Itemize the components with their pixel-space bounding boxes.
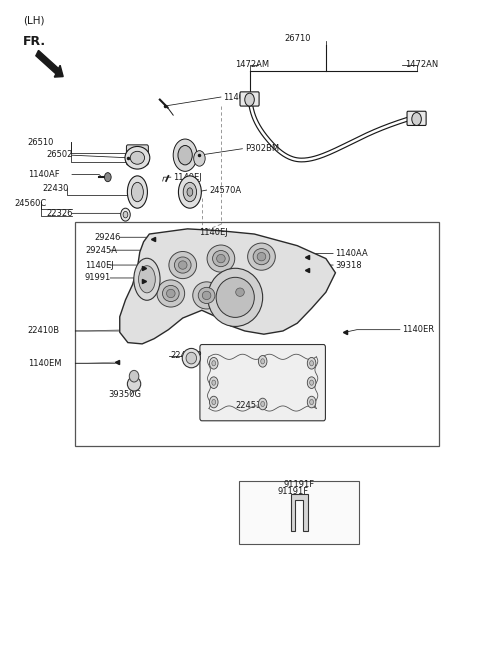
Ellipse shape [232,284,248,300]
Ellipse shape [198,288,215,304]
Ellipse shape [183,182,197,202]
Text: 1140EJ: 1140EJ [85,260,114,269]
Text: 24570A: 24570A [209,186,241,195]
Ellipse shape [167,289,175,298]
Circle shape [310,380,313,386]
Bar [75,223,440,446]
Text: P302BM: P302BM [245,144,279,153]
Ellipse shape [157,280,185,307]
Text: 91191F: 91191F [284,480,315,489]
Circle shape [178,145,192,165]
Text: 22441P: 22441P [171,351,202,360]
Ellipse shape [127,176,147,208]
Ellipse shape [130,151,144,164]
Polygon shape [120,229,336,344]
Circle shape [209,358,218,369]
Text: 1140EM: 1140EM [28,359,61,368]
Text: 1140EJ: 1140EJ [199,228,228,238]
Text: 1140EJ: 1140EJ [173,173,202,182]
Text: 22453A: 22453A [235,401,267,410]
Text: 1140AF: 1140AF [28,170,59,179]
Ellipse shape [139,265,156,293]
Text: 39350G: 39350G [109,390,142,398]
Ellipse shape [179,261,187,269]
Text: 22410B: 22410B [28,326,60,336]
Circle shape [209,397,218,408]
Text: 26510: 26510 [28,138,54,147]
Circle shape [412,112,421,125]
Ellipse shape [257,252,266,261]
Ellipse shape [162,286,179,302]
Ellipse shape [129,371,139,382]
Text: 24560C: 24560C [15,199,47,208]
Text: 26710: 26710 [284,34,311,43]
Text: FR.: FR. [23,35,46,48]
FancyBboxPatch shape [240,92,259,106]
Text: 22326: 22326 [47,209,73,218]
Text: 91991: 91991 [85,273,111,282]
Circle shape [258,398,267,410]
Text: 1140ER: 1140ER [402,325,434,334]
Circle shape [212,380,216,386]
Text: 22430: 22430 [42,184,68,193]
Circle shape [212,361,216,366]
Text: 39318: 39318 [336,260,362,269]
Ellipse shape [216,254,225,263]
Circle shape [212,400,216,404]
Circle shape [245,93,254,106]
Ellipse shape [174,257,191,273]
Ellipse shape [169,251,197,278]
Ellipse shape [187,188,193,196]
Ellipse shape [182,349,200,368]
Circle shape [209,377,218,389]
Text: 26502: 26502 [47,150,73,159]
Circle shape [194,151,205,166]
Circle shape [258,356,267,367]
FancyBboxPatch shape [200,345,325,421]
Ellipse shape [226,278,254,306]
Bar [239,481,360,545]
Text: 91191F: 91191F [277,487,308,496]
Circle shape [123,212,128,218]
Circle shape [261,401,264,406]
Ellipse shape [207,245,235,272]
Ellipse shape [253,249,270,265]
Circle shape [173,139,197,171]
FancyBboxPatch shape [126,145,148,165]
Circle shape [310,361,313,366]
Ellipse shape [132,182,144,202]
Text: 29245A: 29245A [85,246,117,254]
Ellipse shape [186,352,197,364]
Ellipse shape [125,147,150,169]
Circle shape [307,377,316,389]
Circle shape [307,397,316,408]
Circle shape [105,173,111,182]
Text: 1140EJ: 1140EJ [223,93,252,101]
Ellipse shape [179,176,201,208]
Ellipse shape [248,243,276,270]
Ellipse shape [134,258,160,300]
Circle shape [120,208,130,221]
Text: 29246: 29246 [95,233,121,242]
Ellipse shape [236,288,244,297]
Ellipse shape [216,277,254,317]
FancyBboxPatch shape [407,111,426,125]
Circle shape [310,400,313,404]
Circle shape [261,359,264,364]
Polygon shape [290,494,308,532]
FancyArrow shape [36,51,63,77]
Text: 1472AM: 1472AM [235,60,269,69]
Text: (LH): (LH) [23,16,44,25]
Ellipse shape [193,282,220,309]
Circle shape [307,358,316,369]
Ellipse shape [127,377,141,391]
Ellipse shape [202,291,211,300]
Text: 1140AA: 1140AA [336,249,368,258]
Text: 1472AN: 1472AN [405,60,438,69]
Ellipse shape [208,268,263,326]
Ellipse shape [213,251,229,267]
